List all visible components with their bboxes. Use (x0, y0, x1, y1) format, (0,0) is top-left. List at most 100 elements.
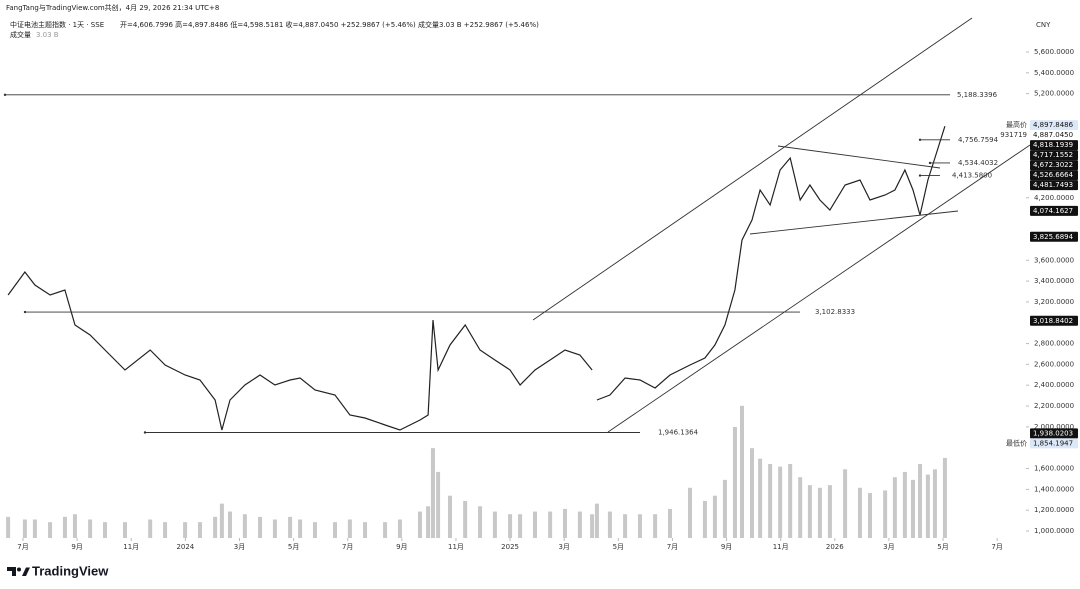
volume-bar (607, 511, 612, 538)
volume-bar (518, 514, 523, 538)
volume-bar (577, 511, 582, 538)
level-label: 1,946.1364 (658, 428, 699, 436)
level-label: 4,756.7594 (958, 136, 999, 144)
x-tick-label: 2024 (176, 543, 194, 551)
volume-bar (843, 469, 848, 538)
volume-bar (426, 506, 431, 538)
y-tick-label: 2,800.0000 (1034, 340, 1074, 348)
y-tick-label: 3,200.0000 (1034, 298, 1074, 306)
volume-bar (508, 514, 513, 538)
y-tick-label: 2,600.0000 (1034, 360, 1074, 368)
y-tick-label: 4,200.0000 (1034, 194, 1074, 202)
volume-bar (532, 511, 537, 538)
volume-bar (347, 519, 352, 538)
volume-bar (332, 522, 337, 538)
volume-bar (463, 501, 468, 538)
level-anchor (23, 310, 27, 314)
volume-bar (758, 458, 763, 538)
volume-bar (807, 485, 812, 538)
volume-bar (383, 522, 388, 538)
volume-bar (925, 474, 930, 538)
price-marker-label: 4,818.1939 (1033, 141, 1073, 149)
volume-bar (197, 522, 202, 538)
volume-bar (242, 514, 247, 538)
volume-bar (688, 487, 693, 538)
price-marker (1030, 428, 1078, 439)
volume-bar (102, 522, 107, 538)
source: FangTang与TradingView.com共创，4月 29, 2026 2… (6, 3, 219, 12)
level-label: 4,413.5800 (952, 172, 992, 180)
volume-bar (448, 495, 453, 538)
volume-bar (590, 514, 595, 538)
level-label: 4,534.4032 (958, 159, 998, 167)
volume-bar (563, 508, 568, 538)
volume-bar (942, 457, 947, 538)
x-tick-label: 3月 (558, 543, 569, 551)
y-tick-label: 2,200.0000 (1034, 402, 1074, 410)
price-marker (1030, 205, 1078, 216)
x-tick-label: 7月 (991, 543, 1002, 551)
channel-lower (607, 144, 1031, 433)
y-tick-label: 1,400.0000 (1034, 485, 1074, 493)
ohlc: 开=4,606.7996 高=4,897.8486 低=4,598.5181 收… (120, 20, 539, 29)
volume-bar (932, 469, 937, 538)
price-marker-label: 4,897.8486 (1033, 121, 1074, 129)
volume-bar (623, 514, 628, 538)
volume-bar (123, 522, 128, 538)
volume-bar (712, 495, 717, 538)
volume-bar (653, 514, 658, 538)
price-marker (1030, 438, 1078, 449)
volume-bar (298, 519, 303, 538)
volume-bar (62, 516, 67, 538)
x-tick-label: 9月 (721, 543, 732, 551)
volume-bar (492, 511, 497, 538)
volume-bar (788, 464, 793, 538)
volume-bar (749, 448, 754, 538)
y-tick-label: 3,400.0000 (1034, 277, 1074, 285)
volume-bar (88, 519, 93, 538)
price-marker-label: 4,672.3022 (1033, 161, 1073, 169)
price-marker-title: 最低价 (1006, 438, 1027, 447)
x-tick-label: 9月 (396, 543, 407, 551)
price-marker-label: 1,938.0203 (1033, 429, 1073, 437)
x-tick-label: 7月 (667, 543, 678, 551)
volume-bar (363, 522, 368, 538)
level-label: 5,188.3396 (957, 91, 998, 99)
x-tick-label: 2025 (501, 543, 519, 551)
volume-bar (732, 427, 737, 538)
volume-bar (827, 485, 832, 538)
y-tick-label: 1,600.0000 (1034, 465, 1074, 473)
price-marker (1030, 170, 1078, 181)
price-marker-title: 最高价 (1006, 120, 1027, 129)
symbol-title: 中证电池主题指数 · 1天 · SSE (10, 20, 104, 29)
price-marker (1030, 180, 1078, 191)
price-marker (1030, 130, 1078, 141)
volume-bar (637, 514, 642, 538)
price-marker (1030, 315, 1078, 326)
level-anchor (928, 161, 932, 165)
triangle-lower (749, 210, 959, 235)
price-marker (1030, 231, 1078, 242)
price-marker-label: 1,854.1947 (1033, 439, 1073, 447)
volume-bar (548, 511, 553, 538)
price-marker-label: 4,481.7493 (1033, 181, 1073, 189)
channel-upper (532, 17, 973, 321)
volume-bar (702, 501, 707, 538)
volume-bar (902, 471, 907, 538)
volume-bar (397, 519, 402, 538)
price-marker (1030, 120, 1078, 131)
volume-bar (213, 516, 218, 538)
logo-text: TradingView (32, 563, 109, 578)
price-marker (1030, 150, 1078, 161)
volume-bar (228, 511, 233, 538)
price-marker-label: 4,074.1627 (1033, 207, 1073, 215)
volume-bar (817, 487, 822, 538)
price-marker-label: 3,825.6894 (1033, 233, 1074, 241)
x-tick-label: 11月 (448, 543, 464, 551)
price-marker (1030, 160, 1078, 171)
y-tick-label: 1,200.0000 (1034, 506, 1074, 514)
volume-bar (739, 405, 744, 538)
x-tick-label: 5月 (613, 543, 624, 551)
volume-bar (668, 508, 673, 538)
